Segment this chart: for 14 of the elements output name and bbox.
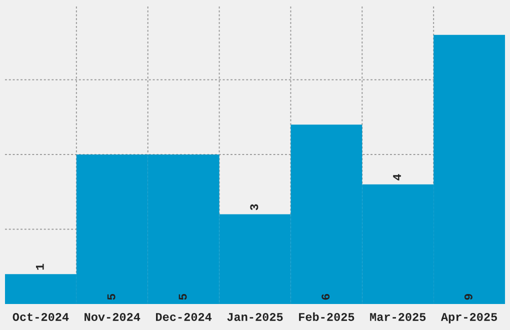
x-tick-label: Apr-2025 — [440, 312, 498, 324]
x-tick-label: Jan-2025 — [227, 312, 283, 322]
data-label: 4 — [393, 174, 401, 180]
data-label: 9 — [464, 294, 472, 300]
data-label: 5 — [178, 294, 187, 300]
data-label: 1 — [36, 264, 44, 270]
x-tick-label: Feb-2025 — [299, 312, 354, 322]
x-tick-label: Dec-2024 — [156, 312, 212, 322]
data-label: 6 — [322, 294, 330, 300]
x-tick-label: Oct-2024 — [12, 312, 69, 322]
x-tick-label: Nov-2024 — [84, 312, 140, 322]
data-label: 5 — [107, 294, 116, 300]
data-label: 3 — [250, 204, 258, 210]
x-tick-label: Mar-2025 — [370, 312, 426, 322]
